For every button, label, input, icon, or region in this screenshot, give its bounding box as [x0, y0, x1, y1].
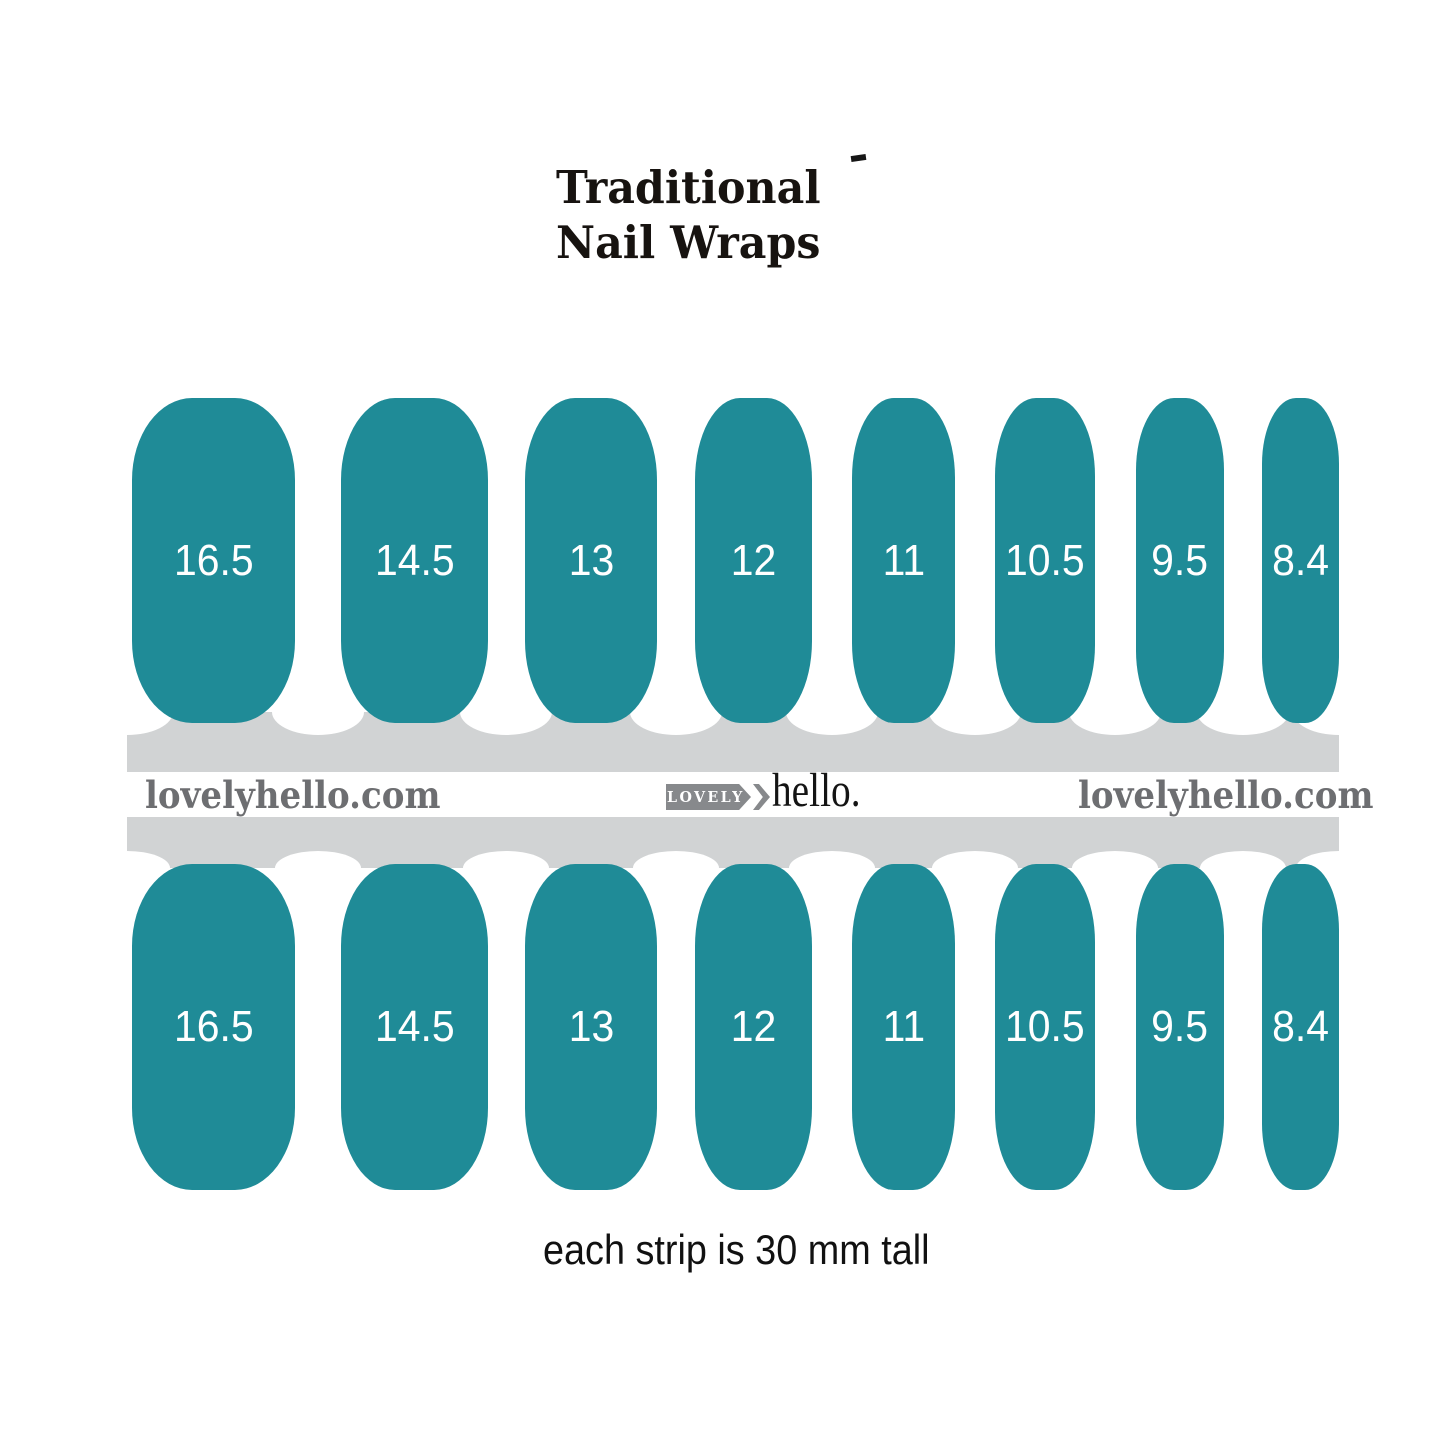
logo-badge-text: LOVELY — [666, 788, 745, 806]
scallop-notch — [1200, 851, 1286, 885]
nail-size-label: 10.5 — [1005, 1002, 1085, 1051]
logo-wordmark: hello. — [772, 764, 861, 817]
nail-size-label: 9.5 — [1151, 535, 1209, 585]
nail-size-label: 11 — [882, 535, 925, 585]
scallop-notch — [460, 689, 552, 735]
nail-size-label: 14.5 — [374, 535, 455, 585]
nail-size-label: 9.5 — [1151, 1002, 1209, 1051]
title-line-2: Nail Wraps — [556, 216, 821, 269]
stray-mark — [850, 153, 867, 163]
scallop-notch — [275, 851, 361, 885]
nail-size-label: 13 — [568, 1002, 614, 1051]
nail-strip: 10.5 — [995, 864, 1095, 1190]
nail-size-label: 8.4 — [1272, 1002, 1329, 1051]
scallop-notch — [789, 851, 875, 885]
nail-strip: 9.5 — [1136, 398, 1224, 723]
strip-height-note: each strip is 30 mm tall — [543, 1226, 930, 1273]
nail-strip: 11 — [852, 398, 955, 723]
nail-size-label: 14.5 — [374, 1002, 455, 1051]
nail-strip: 12 — [695, 398, 812, 723]
nail-strip: 12 — [695, 864, 812, 1190]
scallop-notch — [633, 851, 719, 885]
scallop-notch — [463, 851, 549, 885]
nail-strip: 13 — [525, 398, 657, 723]
nail-strip: 16.5 — [132, 864, 295, 1190]
nail-strip: 8.4 — [1262, 398, 1339, 723]
title-line-1: Traditional — [556, 161, 821, 214]
nail-strip: 14.5 — [341, 864, 488, 1190]
nail-strip: 14.5 — [341, 398, 488, 723]
nail-size-label: 16.5 — [173, 535, 254, 585]
scallop-notch — [272, 689, 364, 735]
nail-strip: 11 — [852, 864, 955, 1190]
nail-size-label: 16.5 — [173, 1002, 254, 1051]
watermark-right: lovelyhello.com — [1078, 772, 1374, 817]
nail-strip: 10.5 — [995, 398, 1095, 723]
nail-size-label: 10.5 — [1005, 535, 1085, 585]
nail-size-label: 13 — [568, 535, 614, 585]
nail-size-label: 8.4 — [1272, 535, 1329, 585]
nail-size-label: 12 — [730, 1002, 777, 1051]
scallop-notch — [932, 851, 1018, 885]
nail-size-label: 11 — [882, 1002, 925, 1051]
nail-strip: 8.4 — [1262, 864, 1339, 1190]
nail-strip: 16.5 — [132, 398, 295, 723]
scallop-notch — [1072, 851, 1158, 885]
nail-strip: 13 — [525, 864, 657, 1190]
watermark-left: lovelyhello.com — [145, 772, 441, 817]
logo-badge: LOVELY — [666, 784, 751, 810]
nail-strip: 9.5 — [1136, 864, 1224, 1190]
page-title: Traditional Nail Wraps — [556, 160, 821, 270]
nail-size-label: 12 — [730, 535, 777, 585]
